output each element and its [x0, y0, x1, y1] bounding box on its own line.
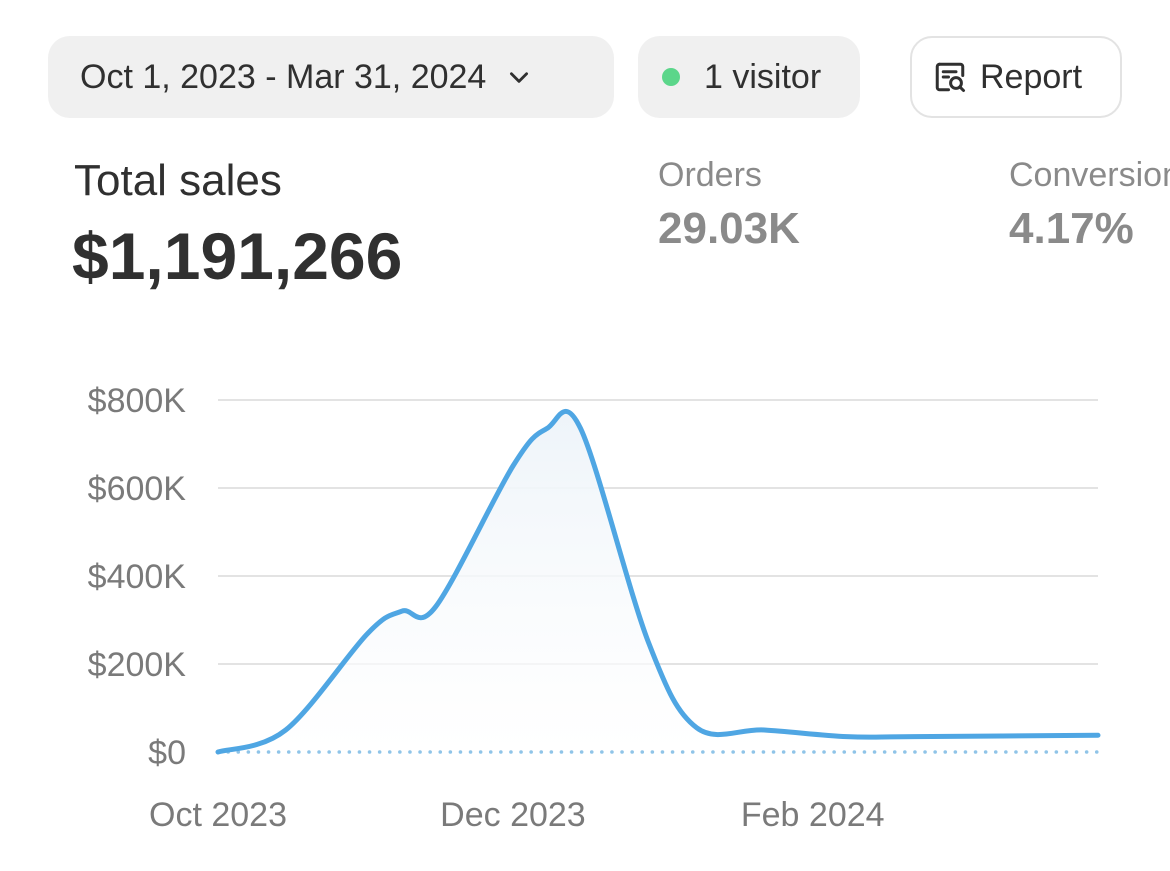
report-search-icon	[935, 62, 965, 92]
data-point	[645, 639, 651, 645]
orders-label: Orders	[658, 156, 762, 194]
y-tick-label: $0	[148, 734, 186, 772]
sales-line-chart: $0 $200K $400K $600K $800K Oct 2023 Dec 2023 F…	[88, 382, 1101, 834]
data-point	[761, 727, 767, 733]
x-tick-label: Oct 2023	[149, 796, 287, 834]
data-point	[433, 604, 439, 610]
data-point	[510, 463, 516, 469]
date-range-label: Oct 1, 2023 - Mar 31, 2024	[80, 57, 487, 96]
sales-series-line	[215, 408, 1101, 755]
data-point	[1095, 732, 1101, 738]
total-sales-label: Total sales	[74, 156, 282, 205]
live-visitors-badge[interactable]: 1 visitor	[638, 36, 860, 118]
data-point	[283, 727, 289, 733]
data-point	[365, 630, 371, 636]
report-button[interactable]: Report	[910, 36, 1122, 118]
data-point	[844, 734, 850, 740]
x-tick-label: Feb 2024	[741, 796, 885, 834]
conversion-value: 4.17%	[1009, 204, 1134, 253]
data-point	[544, 426, 550, 432]
conversion-label: Conversion	[1009, 156, 1170, 194]
visitor-count: 1 visitor	[704, 57, 822, 96]
total-sales-value: $1,191,266	[72, 219, 403, 293]
sales-area-fill	[218, 411, 1098, 752]
x-tick-label: Dec 2023	[440, 796, 586, 834]
live-status-dot-icon	[662, 68, 680, 86]
y-tick-label: $600K	[88, 470, 187, 508]
data-point	[578, 426, 584, 432]
data-point	[399, 608, 405, 614]
y-tick-label: $800K	[88, 382, 187, 420]
chevron-down-icon	[510, 72, 529, 83]
date-range-picker[interactable]: Oct 1, 2023 - Mar 31, 2024	[48, 36, 614, 118]
y-tick-label: $400K	[88, 558, 187, 596]
data-point	[215, 749, 221, 755]
orders-value: 29.03K	[658, 204, 800, 253]
data-point	[694, 725, 700, 731]
report-button-label: Report	[980, 57, 1083, 96]
data-point	[911, 734, 917, 740]
y-tick-label: $200K	[88, 646, 187, 684]
